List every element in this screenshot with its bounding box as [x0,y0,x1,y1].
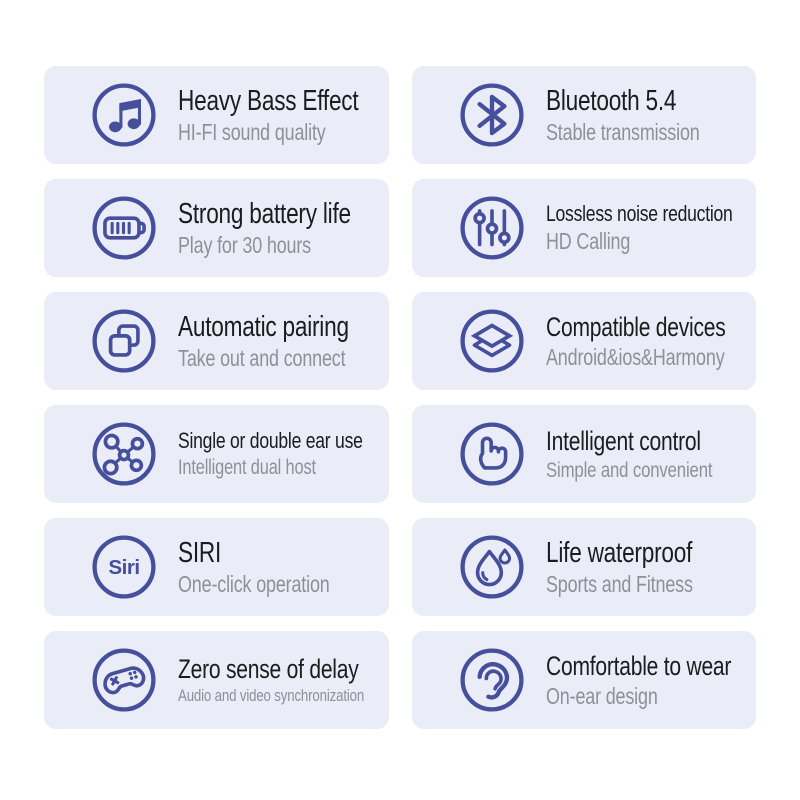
feature-title: Heavy Bass Effect [178,84,359,117]
feature-card: Siri SIRI One-click operation [44,518,389,616]
water-drop-icon [459,534,525,600]
feature-card: Strong battery life Play for 30 hours [44,179,389,277]
feature-subtitle: Android&ios&Harmony [545,343,725,370]
feature-subtitle: HI-FI sound quality [178,119,326,146]
feature-title: SIRI [178,536,222,569]
ear-icon [459,647,525,713]
feature-subtitle: Simple and convenient [545,457,713,482]
feature-card: Single or double ear use Intelligent dua… [44,405,389,503]
feature-subtitle: Play for 30 hours [178,232,311,259]
feature-card: Intelligent control Simple and convenien… [411,405,756,503]
pairing-squares-icon [91,308,157,374]
network-nodes-icon [91,421,157,487]
feature-title: Compatible devices [545,311,726,342]
bluetooth-icon [459,82,525,148]
feature-title: Zero sense of delay [178,654,359,685]
feature-grid: Heavy Bass Effect HI-FI sound quality Bl… [44,66,756,729]
feature-subtitle: On-ear design [545,682,658,709]
feature-title: Strong battery life [178,197,351,230]
siri-icon: Siri [91,534,157,600]
feature-subtitle: Audio and video synchronization [178,686,365,706]
game-controller-icon [91,647,157,713]
feature-title: Single or double ear use [178,428,363,454]
feature-title: Life waterproof [545,536,692,569]
feature-card: Bluetooth 5.4 Stable transmission [411,66,756,164]
feature-card: Heavy Bass Effect HI-FI sound quality [44,66,389,164]
feature-subtitle: Take out and connect [178,345,346,372]
feature-title: Automatic pairing [178,310,349,343]
feature-subtitle: Stable transmission [545,119,700,146]
feature-card: Life waterproof Sports and Fitness [411,518,756,616]
touch-finger-icon [459,421,525,487]
feature-card: Lossless noise reduction HD Calling [411,179,756,277]
feature-card: Compatible devices Android&ios&Harmony [411,292,756,390]
feature-subtitle: Sports and Fitness [545,571,693,598]
music-note-icon [91,82,157,148]
feature-title: Lossless noise reduction [545,201,733,227]
siri-icon-label: Siri [108,556,139,579]
battery-icon [91,195,157,261]
feature-card: Comfortable to wear On-ear design [411,631,756,729]
feature-card: Automatic pairing Take out and connect [44,292,389,390]
feature-subtitle: HD Calling [545,228,630,255]
feature-title: Intelligent control [545,425,701,456]
feature-subtitle: Intelligent dual host [178,455,316,479]
feature-title: Bluetooth 5.4 [545,84,677,117]
stacked-layers-icon [459,308,525,374]
feature-subtitle: One-click operation [178,571,330,598]
feature-card: Zero sense of delay Audio and video sync… [44,631,389,729]
feature-title: Comfortable to wear [545,650,731,681]
equalizer-icon [459,195,525,261]
